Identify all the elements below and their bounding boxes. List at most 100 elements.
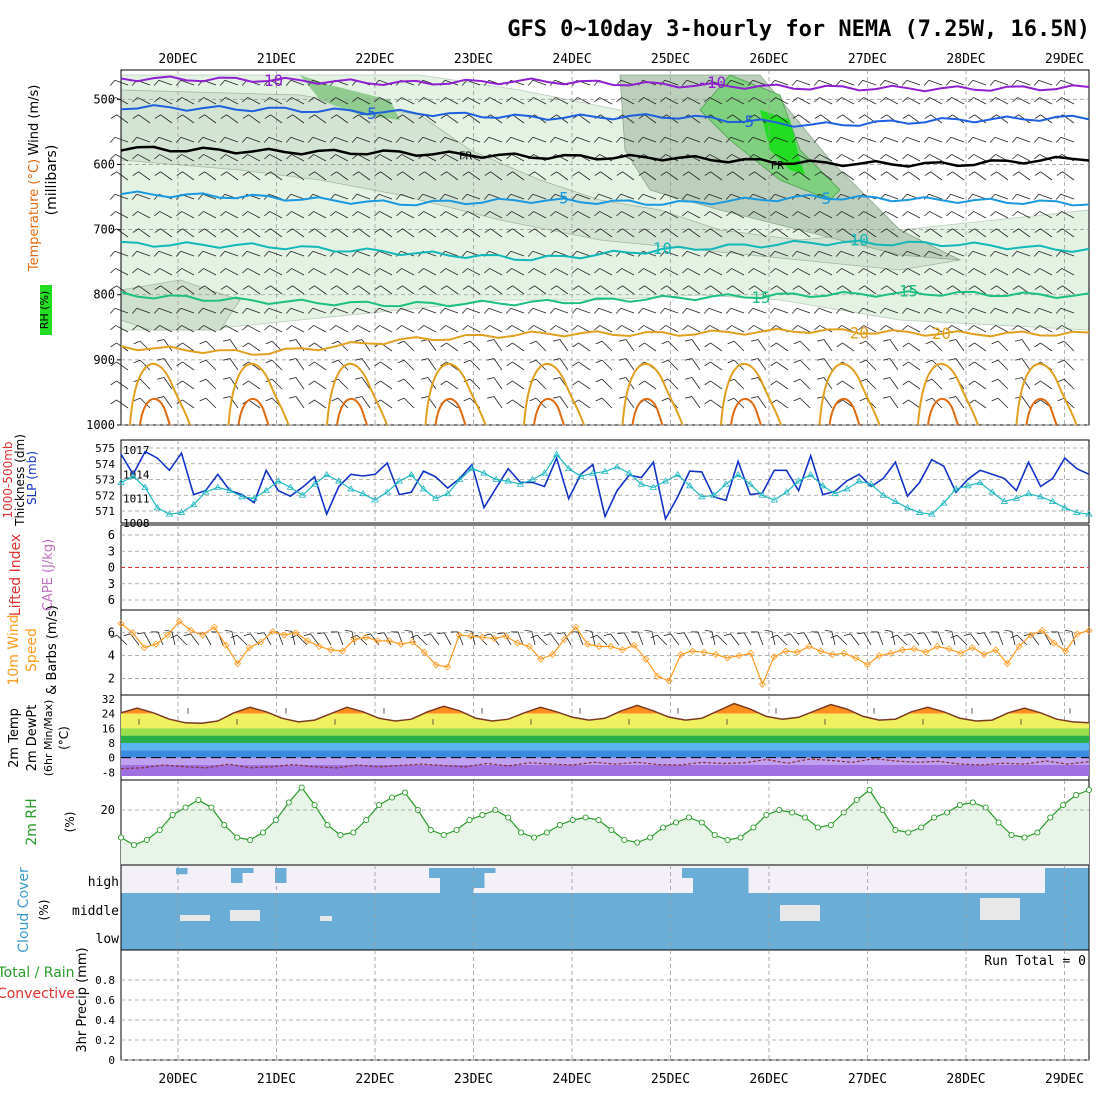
wind-barb-feather — [418, 97, 424, 103]
wind-barb-feather — [528, 171, 535, 176]
wind-barb — [226, 285, 239, 295]
wind-barb — [930, 171, 943, 181]
wind-barb-feather — [440, 97, 446, 103]
wind-barb-feather — [770, 97, 776, 103]
wind-barb — [136, 307, 151, 314]
wind-barb-feather — [1023, 633, 1031, 637]
wind-barb — [908, 342, 921, 352]
wind-barb — [314, 228, 327, 238]
wind-barb-feather — [396, 228, 403, 233]
wind-barb — [158, 136, 173, 143]
wind-barb — [691, 396, 701, 409]
wind-barb-feather — [355, 377, 363, 380]
wind-barb-feather — [464, 629, 472, 632]
thickness-marker — [407, 470, 416, 478]
wind-barb — [819, 154, 833, 162]
wind-barb — [709, 97, 723, 105]
cloud-cell — [1078, 868, 1090, 893]
wind-barb — [246, 136, 261, 143]
wind-barb — [379, 97, 393, 105]
wind-barb-feather — [550, 211, 556, 217]
wind-barb-feather — [879, 79, 886, 86]
wind-barb-feather — [858, 154, 864, 160]
wind-barb — [136, 193, 151, 200]
wind-barb-feather — [880, 114, 887, 119]
wind-barb — [225, 268, 239, 276]
rh-marker — [530, 834, 538, 841]
wind-barb — [688, 228, 701, 238]
rh-marker — [221, 821, 228, 829]
wind-barb — [295, 358, 305, 371]
wind-barb-feather — [242, 97, 248, 103]
rh-marker — [595, 816, 602, 824]
wind-barb-feather — [835, 79, 842, 86]
rh-marker — [169, 811, 176, 819]
wind-barb-feather — [219, 136, 226, 143]
wind-barb-feather — [814, 268, 820, 274]
wind-barb-feather — [595, 359, 603, 364]
wind-barb — [182, 342, 195, 352]
wind-barb — [248, 228, 261, 238]
surface-barb — [1011, 631, 1016, 646]
wind-marker — [1050, 639, 1058, 647]
wind-barb — [268, 136, 283, 143]
wind-barb-feather — [257, 632, 265, 635]
wind-barb-feather — [183, 633, 191, 637]
wind-barb — [225, 97, 239, 105]
wind-barb-feather — [1034, 171, 1041, 176]
wind-barb-feather — [421, 377, 429, 380]
wind-barb — [445, 97, 459, 105]
wind-barb — [995, 325, 1009, 333]
wind-barb-feather — [396, 211, 402, 217]
wind-barb-feather — [264, 171, 271, 176]
wind-barb — [269, 211, 283, 219]
wind-marker — [630, 641, 638, 649]
wind-barb — [535, 378, 547, 390]
surface-barb — [236, 634, 248, 646]
cloud-cell — [1067, 868, 1079, 893]
wind-barb-feather — [883, 339, 891, 342]
wind-barb — [578, 114, 591, 124]
wind-barb — [469, 340, 481, 352]
wind-barb-feather — [220, 325, 226, 331]
wind-barb-feather — [440, 342, 447, 348]
wind-barb-feather — [263, 307, 270, 314]
wind-barb — [625, 396, 635, 409]
wind-barb-feather — [595, 340, 603, 345]
thickness-marker — [335, 477, 343, 484]
wind-barb — [643, 211, 657, 219]
contour-label: -5 — [357, 104, 376, 123]
wind-barb — [268, 250, 283, 257]
wind-barb-feather — [421, 358, 429, 361]
wind-marker — [269, 628, 277, 636]
wind-barb-feather — [663, 633, 671, 637]
wind-barb — [797, 325, 811, 333]
wind-barb-feather — [797, 632, 805, 635]
wind-barb — [885, 268, 899, 276]
wind-barb — [688, 171, 701, 181]
surface-barb — [443, 632, 452, 646]
wind-barb-feather — [131, 136, 138, 143]
wind-barb — [1060, 136, 1075, 143]
wind-barb — [884, 307, 899, 314]
cloud-level-high: high — [88, 875, 119, 890]
wind-barb-feather — [593, 193, 600, 200]
rh-marker — [814, 824, 822, 831]
wind-marker — [525, 642, 533, 651]
wind-barb-feather — [286, 154, 292, 160]
wind-barb-feather — [308, 268, 314, 274]
wind-marker — [583, 640, 592, 648]
wind-barb — [489, 325, 503, 333]
wind-barb-feather — [176, 211, 182, 217]
rh-marker — [388, 794, 396, 801]
wind-barb-feather — [968, 97, 974, 103]
wind-barb-feather — [883, 358, 891, 361]
wind-barb-feather — [170, 634, 178, 639]
wind-barb-feather — [751, 339, 759, 342]
thickness-marker — [613, 463, 621, 470]
wind-barb — [357, 154, 371, 162]
wind-barb — [885, 97, 899, 105]
wind-barb — [625, 339, 635, 352]
wind-barb-feather — [1034, 342, 1041, 348]
